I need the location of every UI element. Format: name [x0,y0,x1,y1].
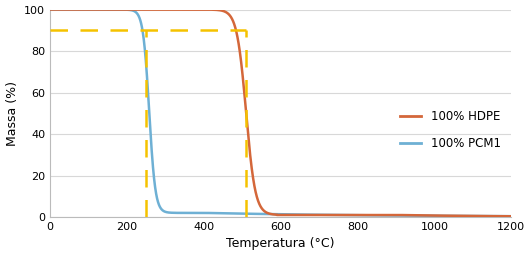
Legend: 100% HDPE, 100% PCM1: 100% HDPE, 100% PCM1 [396,105,506,155]
Y-axis label: Massa (%): Massa (%) [5,81,19,146]
X-axis label: Temperatura (°C): Temperatura (°C) [226,238,335,250]
